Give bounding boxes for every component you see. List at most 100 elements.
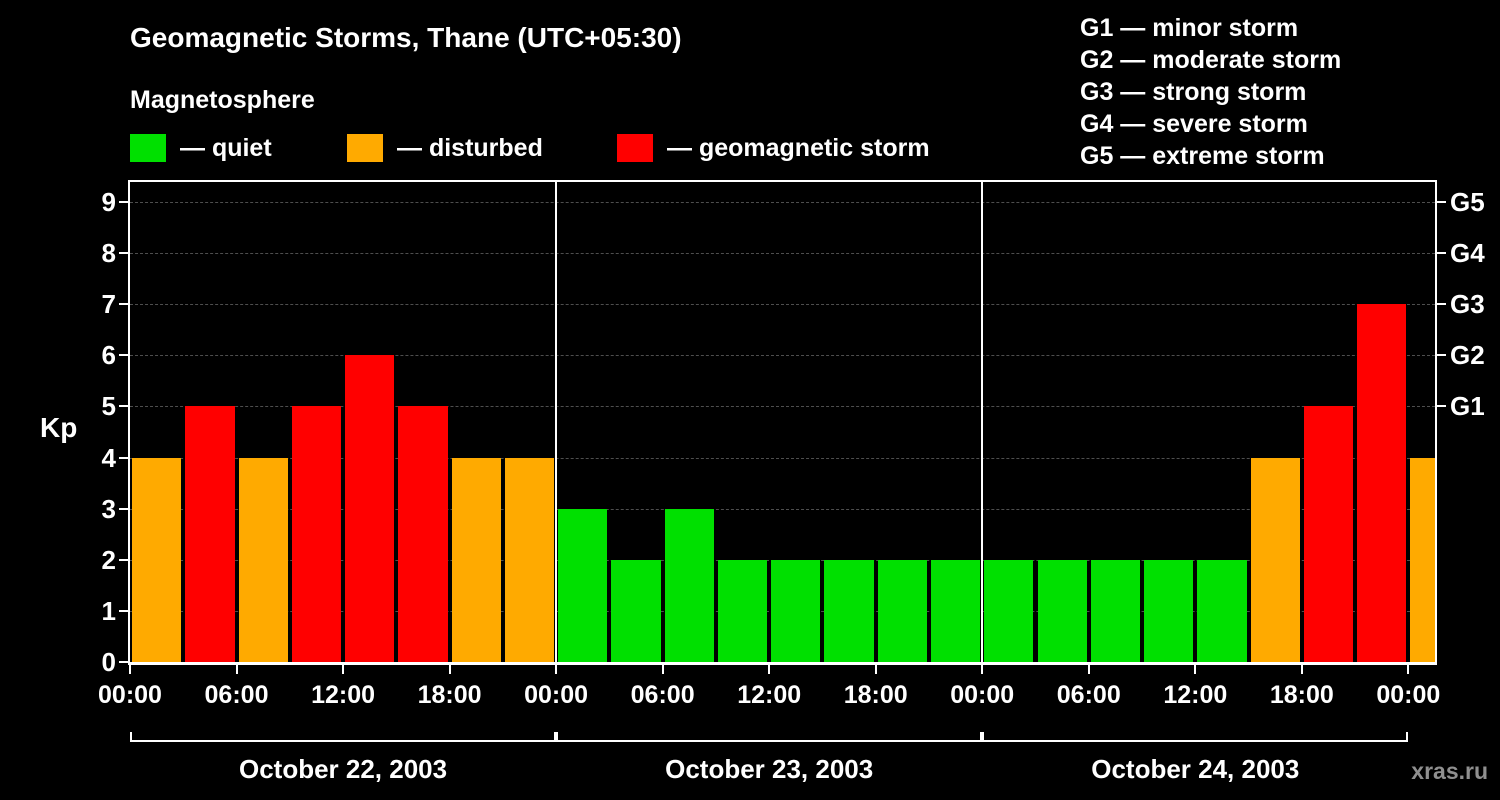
chart-subtitle: Magnetosphere	[130, 86, 315, 114]
kp-bar-partial	[1410, 457, 1435, 662]
kp-bar	[132, 457, 182, 662]
kp-bar	[611, 559, 661, 662]
x-tick-label: 12:00	[311, 681, 376, 709]
y-tick	[119, 405, 128, 408]
right-axis-tick	[1437, 303, 1446, 306]
x-tick-label: 12:00	[1163, 681, 1228, 709]
gridline	[130, 406, 1435, 408]
kp-bar	[185, 406, 235, 662]
kp-bar	[717, 559, 768, 662]
gridline	[130, 202, 1435, 203]
y-tick-label: 4	[101, 442, 116, 473]
gridline	[130, 508, 1435, 510]
legend-swatch	[347, 134, 383, 162]
y-tick-label: 2	[101, 544, 116, 575]
right-axis-tick	[1437, 405, 1446, 408]
watermark: xras.ru	[1411, 758, 1488, 784]
x-tick	[981, 665, 984, 674]
x-tick	[661, 665, 664, 674]
x-tick	[555, 665, 558, 674]
y-tick	[119, 456, 128, 459]
day-bracket-cap	[130, 732, 132, 742]
gridline	[130, 355, 1435, 357]
kp-bar	[771, 559, 821, 662]
kp-bar	[664, 508, 714, 662]
x-tick	[342, 665, 345, 674]
day-bracket-cap	[980, 732, 983, 742]
x-tick	[129, 665, 131, 674]
storm-scale-line: G4 — severe storm	[1080, 110, 1308, 138]
kp-bar	[1250, 457, 1300, 662]
x-tick-label: 18:00	[843, 681, 908, 709]
kp-bar	[1037, 559, 1087, 662]
kp-bar	[504, 457, 555, 662]
y-tick	[119, 201, 128, 203]
kp-bar	[398, 406, 448, 662]
storm-scale-line: G3 — strong storm	[1080, 78, 1307, 106]
kp-bar	[238, 457, 288, 662]
day-bracket	[556, 740, 983, 742]
legend-label: — disturbed	[397, 134, 543, 162]
date-label: October 23, 2003	[665, 754, 874, 784]
legend-label: — geomagnetic storm	[667, 134, 930, 162]
x-tick-label: 06:00	[204, 681, 269, 709]
y-axis-title: Kp	[40, 412, 78, 443]
g-level-label: G5	[1450, 187, 1485, 217]
y-tick	[119, 303, 128, 306]
g-level-label: G3	[1450, 289, 1485, 320]
right-axis-tick	[1437, 201, 1446, 203]
x-tick-label: 00:00	[524, 681, 589, 709]
x-tick	[874, 665, 877, 674]
y-tick-label: 0	[101, 647, 116, 677]
g-level-label: G2	[1450, 340, 1485, 371]
kp-bar	[1303, 406, 1354, 662]
gridline	[130, 304, 1435, 306]
day-separator	[555, 182, 558, 662]
chart-title: Geomagnetic Storms, Thane (UTC+05:30)	[130, 22, 682, 53]
g-level-label: G1	[1450, 391, 1485, 422]
y-tick	[119, 252, 128, 255]
kp-bar	[558, 508, 608, 662]
x-tick-label: 00:00	[1376, 681, 1441, 709]
legend-swatch	[617, 134, 653, 162]
x-tick-label: 18:00	[1269, 681, 1334, 709]
kp-bar	[1144, 559, 1194, 662]
date-label: October 24, 2003	[1091, 754, 1300, 784]
y-tick-label: 9	[101, 187, 116, 217]
x-tick-label: 18:00	[417, 681, 482, 709]
right-axis-tick	[1437, 252, 1446, 255]
kp-bar	[451, 457, 501, 662]
right-axis-tick	[1437, 354, 1446, 357]
y-tick	[119, 507, 128, 510]
x-tick-label: 06:00	[630, 681, 695, 709]
y-tick	[119, 558, 128, 561]
x-tick-label: 06:00	[1056, 681, 1121, 709]
kp-bar	[291, 406, 342, 662]
x-tick	[768, 665, 771, 674]
day-bracket	[982, 740, 1409, 742]
x-tick	[235, 665, 238, 674]
date-label: October 22, 2003	[238, 754, 448, 784]
y-tick-label: 6	[101, 340, 116, 371]
y-tick-label: 5	[101, 391, 116, 422]
day-bracket-cap	[982, 732, 985, 742]
g-level-label: G4	[1450, 238, 1485, 269]
legend-swatch	[130, 134, 166, 162]
storm-scale-line: G5 — extreme storm	[1080, 142, 1325, 170]
x-tick-label: 00:00	[98, 681, 162, 709]
x-tick-label: 12:00	[737, 681, 802, 709]
x-tick	[1194, 665, 1197, 674]
gridline	[130, 253, 1435, 255]
storm-scale-line: G2 — moderate storm	[1080, 46, 1342, 74]
y-tick	[119, 354, 128, 357]
day-bracket-cap	[556, 732, 559, 742]
kp-bar	[930, 559, 981, 662]
day-bracket-cap	[554, 732, 557, 742]
kp-bar	[1357, 304, 1407, 662]
legend-label: — quiet	[180, 134, 272, 162]
kp-bar	[1197, 559, 1247, 662]
kp-bar	[1090, 559, 1141, 662]
day-separator	[981, 182, 984, 662]
y-tick-label: 3	[101, 493, 116, 524]
